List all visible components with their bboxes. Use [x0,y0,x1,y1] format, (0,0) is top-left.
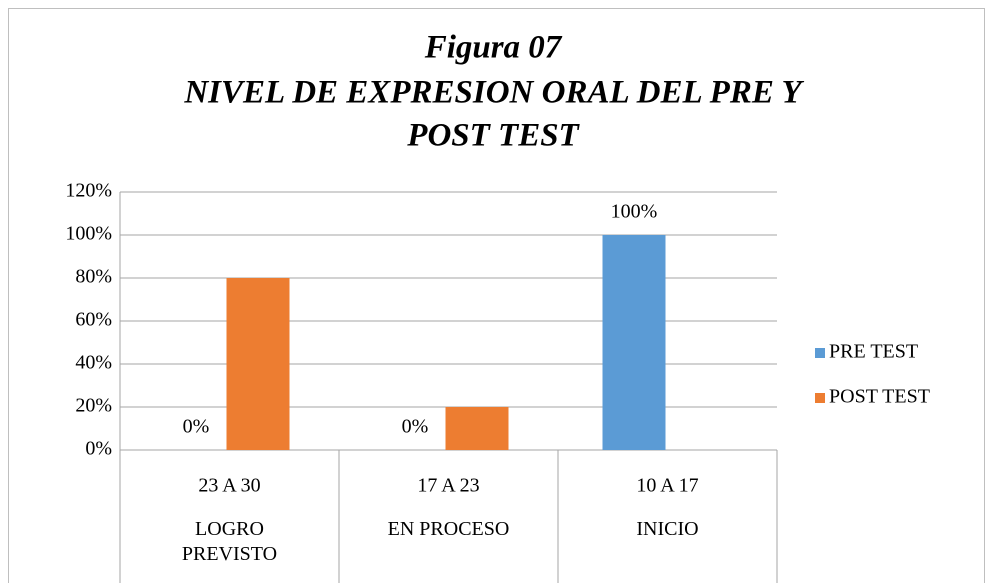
category-group-label: INICIO [636,518,699,540]
legend-label: POST TEST [829,386,930,408]
data-label: 100% [611,201,658,223]
y-tick-label: 60% [75,309,112,331]
y-tick-label: 0% [85,438,112,460]
legend-swatch [815,393,825,403]
category-group-label: EN PROCESO [387,518,510,540]
legend-swatch [815,348,825,358]
data-label: 0% [183,416,210,438]
legend-label: PRE TEST [829,341,918,363]
bar [602,235,666,450]
y-tick-label: 20% [75,395,112,417]
chart-title: NIVEL DE EXPRESION ORAL DEL PRE Y [183,75,804,111]
x-tick-label: 17 A 23 [417,475,479,497]
x-tick-label: 10 A 17 [636,475,698,497]
chart-border [8,8,985,583]
y-tick-label: 40% [75,352,112,374]
data-label: 0% [402,416,429,438]
category-group-label: LOGRO PREVISTO [181,518,278,565]
chart-title: Figura 07 [424,30,563,66]
y-tick-label: 80% [75,266,112,288]
x-tick-label: 23 A 30 [198,475,260,497]
bar [226,278,290,450]
y-tick-label: 120% [65,180,112,202]
chart-title: POST TEST [406,118,580,154]
y-tick-label: 100% [65,223,112,245]
bar [445,407,509,450]
